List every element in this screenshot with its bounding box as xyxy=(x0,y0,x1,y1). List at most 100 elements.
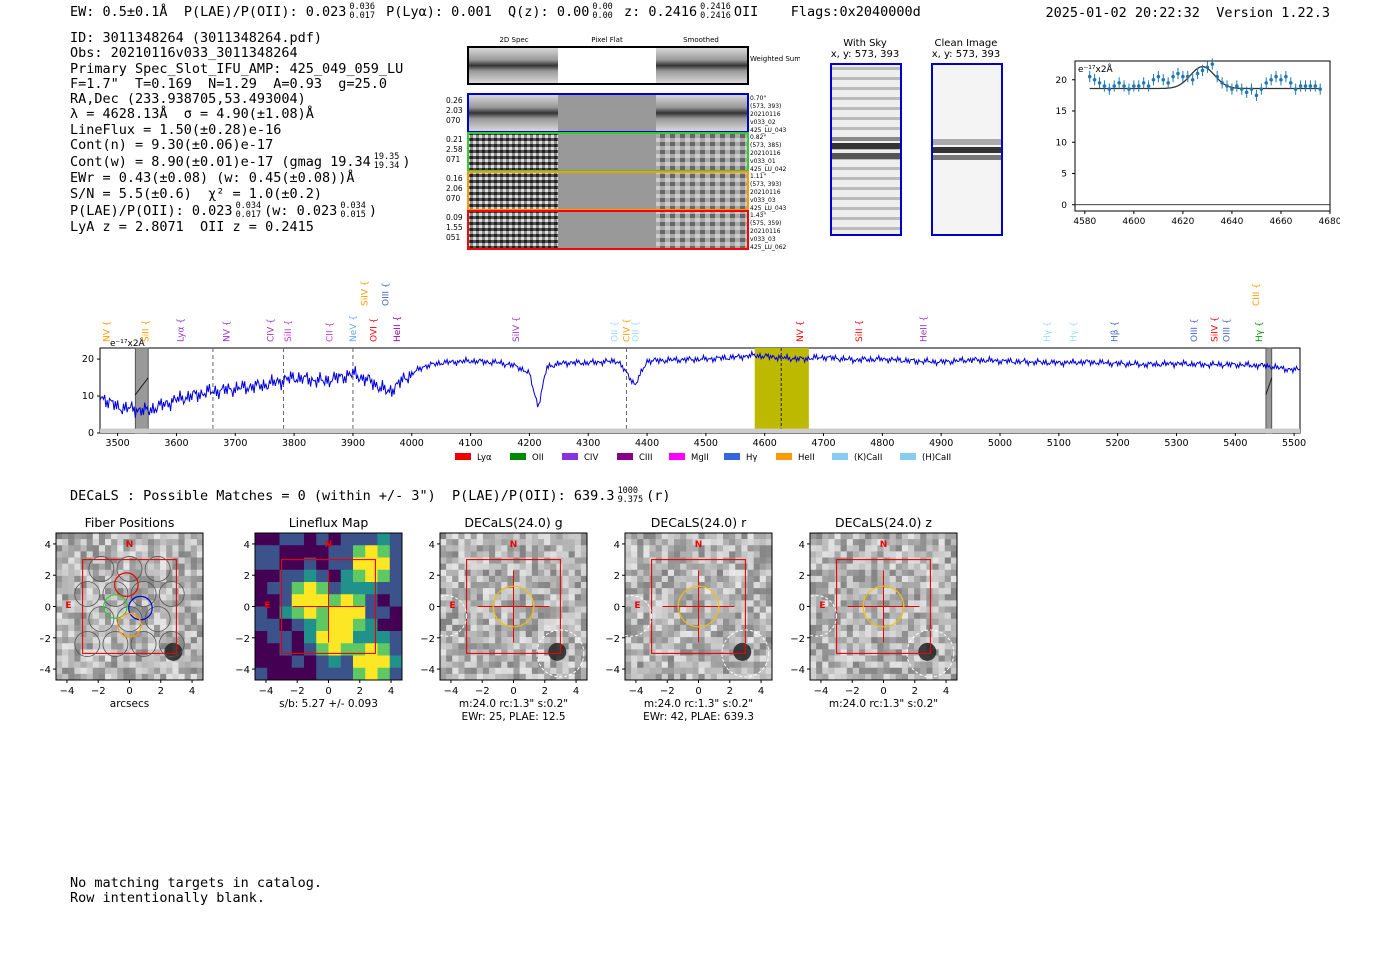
north-label-2: N xyxy=(325,540,333,550)
header-z: z: 0.2416 xyxy=(623,4,698,20)
cutout-right-4-2: (575, 359) xyxy=(750,220,781,227)
decals-panel-1: Fiber Positions N E −4 −4 −2 −2 0 0 2 2 4 4 arcsecs xyxy=(40,515,204,710)
legend-label-0: Lyα xyxy=(477,453,492,463)
info-lineflux: LineFlux = 1.50(±0.28)e-16 xyxy=(70,121,282,138)
cutout-pixel-flat-3 xyxy=(558,172,656,210)
spectrum-xtick-label-2: 3700 xyxy=(223,438,247,449)
cutout-right-1-1: 0.70" xyxy=(750,95,766,102)
zoom-point-45 xyxy=(1308,84,1313,88)
clean-image-label: Clean Image xyxy=(934,38,998,49)
legend-label-7: (K)CaII xyxy=(854,453,882,463)
panel-xtick-1-4: 4 xyxy=(189,686,195,697)
panel-caption-1: arcsecs xyxy=(110,698,149,710)
legend-swatch-0 xyxy=(455,453,471,460)
spectrum-line-label-14: CIV { xyxy=(622,318,632,342)
full-spectrum-chart: e⁻¹⁷x2Å 3500 3600 3700 3800 3900 4000 4100 4200 4… xyxy=(82,280,1306,463)
panel-xtick-4-3: 2 xyxy=(727,686,733,697)
panel-ytick-1-3: 2 xyxy=(45,571,51,582)
header-timestamp: 2025-01-02 20:22:32 Version 1.22.3 xyxy=(1046,5,1331,21)
info-id: ID: 3011348264 (3011348264.pdf) xyxy=(70,30,322,46)
decals-band: (r) xyxy=(646,488,671,504)
cutout-col-title-1: 2D Spec xyxy=(499,36,528,44)
cutout-left-3-1: 0.16 xyxy=(446,174,463,183)
zoom-point-29 xyxy=(1230,87,1234,91)
spectrum-line-label-9: OIII { xyxy=(381,282,391,306)
zoom-point-2 xyxy=(1097,81,1102,85)
panel-xtick-1-2: 0 xyxy=(126,686,132,697)
spectrum-line-label-25: Hγ { xyxy=(1255,321,1265,342)
with-sky-xy: x, y: 573, 393 xyxy=(830,49,900,60)
info-params: F=1.7" T=0.169 N=1.29 A=0.93 g=25.0 xyxy=(70,75,387,92)
cutout-pixel-flat-4 xyxy=(558,211,656,249)
spectrum-line-highlight xyxy=(754,348,809,433)
spectrum-flux-line xyxy=(99,349,1301,418)
spectrum-xtick-label-20: 5500 xyxy=(1282,438,1306,449)
header-plae-hi: 0.036 xyxy=(349,2,375,12)
zoom-point-47 xyxy=(1318,87,1322,91)
spectrum-line-label-0: NV { xyxy=(102,321,112,342)
cutout-left-4-1: 0.09 xyxy=(446,213,463,222)
edge-ellipse-4 xyxy=(610,595,653,637)
header-plae: P(LAE)/P(OII): 0.023 xyxy=(183,4,347,20)
spectrum-xtick-label-9: 4400 xyxy=(635,438,659,449)
info-lyaz: LyA z = 2.8071 OII z = 0.2415 xyxy=(70,218,314,235)
aperture-box-3 xyxy=(466,559,561,654)
panel-xtick-3-3: 2 xyxy=(542,686,548,697)
header-qz: Q(z): 0.00 xyxy=(508,4,590,20)
spectrum-line-label-16: NV { xyxy=(796,321,806,342)
zoom-point-43 xyxy=(1298,84,1303,88)
clean-image-title: Clean Image x, y: 573, 393 xyxy=(921,38,1011,60)
spectrum-xtick-label-5: 4000 xyxy=(400,438,424,449)
east-label-4: E xyxy=(634,601,640,611)
panel-caption-5: m:24.0 rc:1.3" s:0.2" xyxy=(829,698,938,710)
fiber-circle-5 xyxy=(130,581,157,607)
panel-ytick-4-1: −2 xyxy=(605,634,620,645)
legend-label-3: CIII xyxy=(639,453,652,463)
legend-swatch-7 xyxy=(832,453,848,460)
cutout-2d-spec-1 xyxy=(468,94,558,132)
spectrum-legend: Lyα OII CIV CIII MgII Hγ HeII (K)CaII (H)CaII xyxy=(455,453,951,463)
clean-image-xy: x, y: 573, 393 xyxy=(931,49,1001,60)
header-flags: Flags:0x2040000d xyxy=(790,4,921,20)
header-z-line: OII xyxy=(733,4,759,20)
panel-ytick-4-0: −4 xyxy=(605,665,620,676)
info-plae-w-hi: 0.034 xyxy=(340,200,366,211)
zoom-xtick-label-0: 4580 xyxy=(1073,217,1096,227)
cutout-right-1-4: v033_02 xyxy=(750,119,776,126)
cutout-smoothed-3 xyxy=(656,172,748,210)
spectrum-xtick-label-4: 3900 xyxy=(341,438,365,449)
zoom-point-1 xyxy=(1092,77,1097,82)
fiber-circle-10 xyxy=(74,631,101,657)
north-label-1: N xyxy=(126,540,134,550)
fiber-circle-6 xyxy=(158,581,185,607)
panel-ytick-3-3: 2 xyxy=(429,571,435,582)
source-aperture-4 xyxy=(677,585,720,628)
spectrum-unit-label: e⁻¹⁷x2Å xyxy=(110,337,146,349)
bright-source-1 xyxy=(164,642,183,661)
zoom-point-42 xyxy=(1293,87,1298,91)
info-plae-end: ) xyxy=(368,202,378,219)
info-radec: RA,Dec (233.938705,53.493004) xyxy=(70,91,306,108)
panel-ytick-2-1: −2 xyxy=(235,634,250,645)
legend-swatch-3 xyxy=(617,453,633,460)
cutout-2d-spec-3 xyxy=(468,172,558,210)
spectrum-xtick-label-3: 3800 xyxy=(282,438,306,449)
spectrum-line-label-24: OIII { xyxy=(1222,318,1232,342)
cutout-left-1-3: 070 xyxy=(446,116,461,125)
zoom-point-5 xyxy=(1112,84,1117,88)
spectrum-noise-floor xyxy=(100,428,1300,433)
fiber-circle-1 xyxy=(116,556,143,582)
spectrum-xtick-label-18: 5300 xyxy=(1164,438,1188,449)
spectrum-xtick-label-13: 4800 xyxy=(870,438,894,449)
zoom-point-7 xyxy=(1122,84,1126,88)
panel-xtick-4-0: −4 xyxy=(629,686,644,697)
decals-plae-lo: 9.375 xyxy=(617,495,644,505)
info-plae-w-lo: 0.015 xyxy=(340,209,366,220)
zoom-point-44 xyxy=(1303,84,1308,88)
panel-ytick-3-4: 4 xyxy=(429,540,435,551)
fiber-circle-2 xyxy=(144,556,171,582)
legend-swatch-8 xyxy=(900,453,916,460)
spectrum-line-label-12: SiIV { xyxy=(512,316,522,342)
spectrum-line-label-11: HeII { xyxy=(393,316,403,342)
